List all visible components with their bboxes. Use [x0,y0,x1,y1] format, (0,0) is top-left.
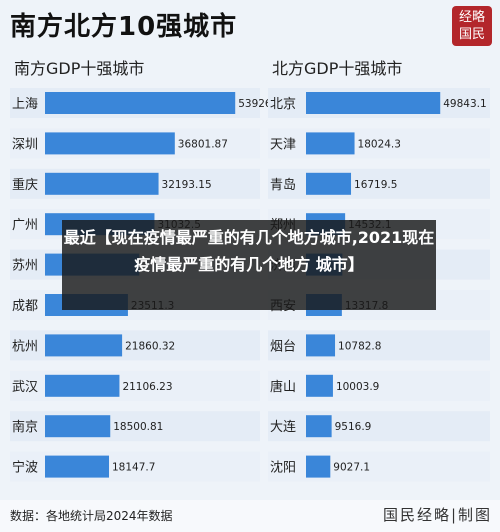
north-row-bg [268,330,490,361]
north-bar [306,92,441,114]
brand-logo: 经略 国民 [452,6,492,46]
south-category-label: 重庆 [12,177,38,193]
south-category-label: 武汉 [12,380,38,395]
north-bar [306,455,331,478]
north-category-label: 唐山 [270,379,296,395]
south-category-label: 宁波 [12,460,38,476]
north-category-label: 沈阳 [270,461,296,476]
south-bar [45,334,123,357]
south-bar [45,92,236,114]
north-bar [306,374,333,397]
north-category-label: 天津 [270,137,296,152]
north-row-bg [268,370,490,401]
footer [0,500,500,532]
north-value-label: 9027.1 [333,462,370,474]
page-title: 南方北方10强城市 [10,12,238,42]
north-bar [306,132,355,155]
south-bar [45,415,111,438]
north-value-label: 16719.5 [354,179,397,191]
south-bar [45,455,110,478]
south-bar [45,132,175,155]
north-category-label: 大连 [270,419,296,435]
north-value-label: 18024.3 [358,138,401,150]
north-chart-title: 北方GDP十强城市 [272,59,403,78]
logo-line-1: 经略 [458,10,485,25]
north-row-bg [268,411,490,442]
north-value-label: 10782.8 [338,340,381,352]
north-bar [306,172,352,195]
south-value-label: 21860.32 [125,340,175,352]
south-category-label: 成都 [12,299,38,314]
north-category-label: 烟台 [270,339,296,354]
north-row-bg [268,168,490,199]
north-bar [306,334,336,357]
south-value-label: 18500.81 [113,421,163,433]
south-category-label: 南京 [12,419,38,435]
south-category-label: 深圳 [12,137,38,152]
south-bar [45,172,159,195]
south-value-label: 32193.15 [162,179,212,191]
south-category-label: 杭州 [12,339,38,354]
data-source: 数据：各地统计局2024年数据 [10,509,173,523]
south-value-label: 36801.87 [178,138,228,150]
north-value-label: 9516.9 [335,421,372,433]
north-row-bg [268,451,490,482]
north-value-label: 10003.9 [336,381,379,393]
north-value-label: 49843.1 [443,98,486,110]
south-value-label: 18147.7 [112,462,155,474]
north-bar [306,415,332,438]
south-bar [45,374,120,397]
south-category-label: 上海 [12,97,38,112]
brand-credit: 国民经略|制图 [382,506,492,524]
overlay-caption: 最近【现在疫情最严重的有几个地方城市,2021现在疫情最严重的有几个地方 城市】 [62,220,436,310]
north-category-label: 北京 [270,97,296,112]
south-category-label: 广州 [12,218,38,233]
south-value-label: 21106.23 [122,381,172,393]
south-chart-title: 南方GDP十强城市 [14,59,145,78]
south-category-label: 苏州 [12,258,38,274]
logo-line-2: 国民 [458,27,485,42]
north-category-label: 青岛 [270,177,296,193]
north-row-bg [268,128,490,159]
